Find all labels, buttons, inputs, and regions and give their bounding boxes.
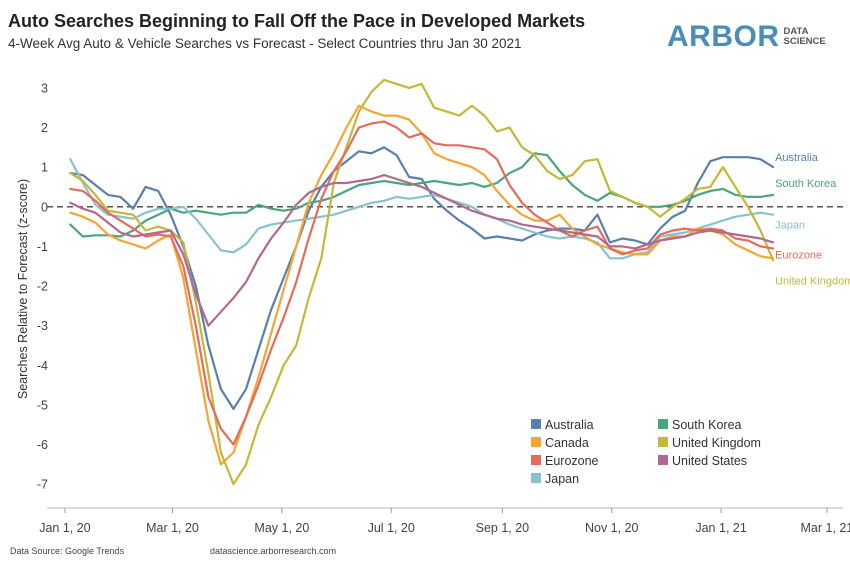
end-label: United Kingdom: [775, 275, 850, 287]
legend: Australia South Korea Canada United Kingdom…: [531, 418, 761, 486]
legend-swatch: [658, 419, 668, 429]
site-url: datascience.arborresearch.com: [210, 546, 337, 556]
series-line-eurozone: [69, 120, 775, 446]
end-label: Australia: [775, 152, 819, 164]
end-label: Japan: [775, 220, 805, 232]
legend-label: South Korea: [672, 418, 742, 432]
legend-swatch: [531, 473, 541, 483]
y-axis: -7 -6 -5 -4 -3 -2 -1 0 1 2 3: [37, 81, 48, 491]
y-tick-label: -3: [37, 319, 48, 333]
series-line-south-korea: [69, 152, 775, 238]
arbor-logo: ARBOR DATA SCIENCE: [667, 20, 826, 54]
y-tick-label: -7: [37, 478, 48, 492]
y-tick-label: 0: [41, 200, 48, 214]
legend-swatch: [531, 455, 541, 465]
legend-swatch: [531, 437, 541, 447]
series-line-japan: [69, 158, 775, 260]
legend-swatch: [531, 419, 541, 429]
legend-label: United Kingdom: [672, 436, 761, 450]
legend-label: United States: [672, 454, 747, 468]
logo-subtitle: DATA SCIENCE: [784, 27, 826, 47]
y-tick-label: -2: [37, 280, 48, 294]
chart-subtitle: 4-Week Avg Auto & Vehicle Searches vs Fo…: [8, 36, 522, 51]
series-lines: [69, 78, 775, 486]
y-tick-label: 2: [41, 121, 48, 135]
x-axis: Jan 1, 20 Mar 1, 20 May 1, 20 Jul 1, 20 Sep …: [39, 508, 850, 535]
series-end-labels: Australia South Korea Japan Eurozone United …: [775, 152, 850, 287]
y-tick-label: -4: [37, 359, 48, 373]
x-tick-label: May 1, 20: [254, 521, 309, 535]
y-tick-label: -5: [37, 398, 48, 412]
legend-swatch: [658, 455, 668, 465]
legend-swatch: [658, 437, 668, 447]
y-tick-label: -6: [37, 438, 48, 452]
end-label: Eurozone: [775, 249, 822, 261]
legend-label: Japan: [545, 472, 579, 486]
y-tick-label: 1: [41, 161, 48, 175]
logo-line-2: SCIENCE: [783, 36, 826, 47]
y-axis-label: Searches Relative to Forecast (z-score): [16, 179, 30, 399]
y-tick-label: 3: [41, 81, 48, 95]
logo-wordmark: ARBOR: [667, 20, 780, 53]
chart-title: Auto Searches Beginning to Fall Off the …: [8, 11, 586, 31]
legend-label: Canada: [545, 436, 589, 450]
legend-label: Australia: [545, 418, 594, 432]
series-line-united-states: [69, 174, 775, 327]
legend-label: Eurozone: [545, 454, 599, 468]
series-line-canada: [69, 104, 775, 466]
series-line-united-kingdom: [69, 78, 775, 486]
y-tick-label: -1: [37, 240, 48, 254]
x-tick-label: Mar 1, 21: [800, 521, 850, 535]
x-tick-label: Jan 1, 21: [695, 521, 746, 535]
x-tick-label: Jul 1, 20: [368, 521, 415, 535]
x-tick-label: Mar 1, 20: [146, 521, 199, 535]
logo-line-1: DATA: [783, 26, 809, 37]
x-tick-label: Sep 1, 20: [476, 521, 530, 535]
x-tick-label: Jan 1, 20: [39, 521, 90, 535]
x-tick-label: Nov 1, 20: [585, 521, 639, 535]
data-source-note: Data Source: Google Trends: [10, 546, 125, 556]
end-label: South Korea: [775, 178, 837, 190]
